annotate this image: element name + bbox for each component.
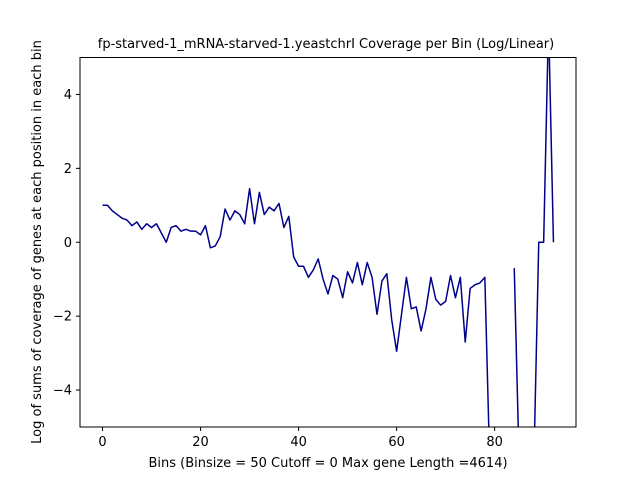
x-tick-label: 0 bbox=[98, 435, 106, 450]
x-tick-label: 20 bbox=[192, 435, 209, 450]
chart-title: fp-starved-1_mRNA-starved-1.yeastchrI Co… bbox=[98, 37, 554, 52]
y-axis: −4 −2 0 2 4 bbox=[53, 88, 80, 399]
y-axis-label: Log of sums of coverage of genes at each… bbox=[30, 40, 45, 444]
x-tick-label: 60 bbox=[388, 435, 405, 450]
plot-area bbox=[102, 57, 555, 427]
x-tick-label: 80 bbox=[486, 435, 503, 450]
y-tick-label: 4 bbox=[64, 88, 72, 103]
x-tick-label: 40 bbox=[290, 435, 307, 450]
plot-frame bbox=[79, 57, 577, 428]
x-axis-label: Bins (Binsize = 50 Cutoff = 0 Max gene L… bbox=[148, 456, 507, 471]
y-tick-label: 2 bbox=[64, 162, 72, 177]
y-tick-label: 0 bbox=[64, 236, 72, 251]
series-line-0 bbox=[102, 57, 555, 427]
y-tick-label: −4 bbox=[53, 384, 72, 399]
y-tick-label: −2 bbox=[53, 310, 72, 325]
x-axis: 0 20 40 60 80 bbox=[98, 427, 503, 450]
